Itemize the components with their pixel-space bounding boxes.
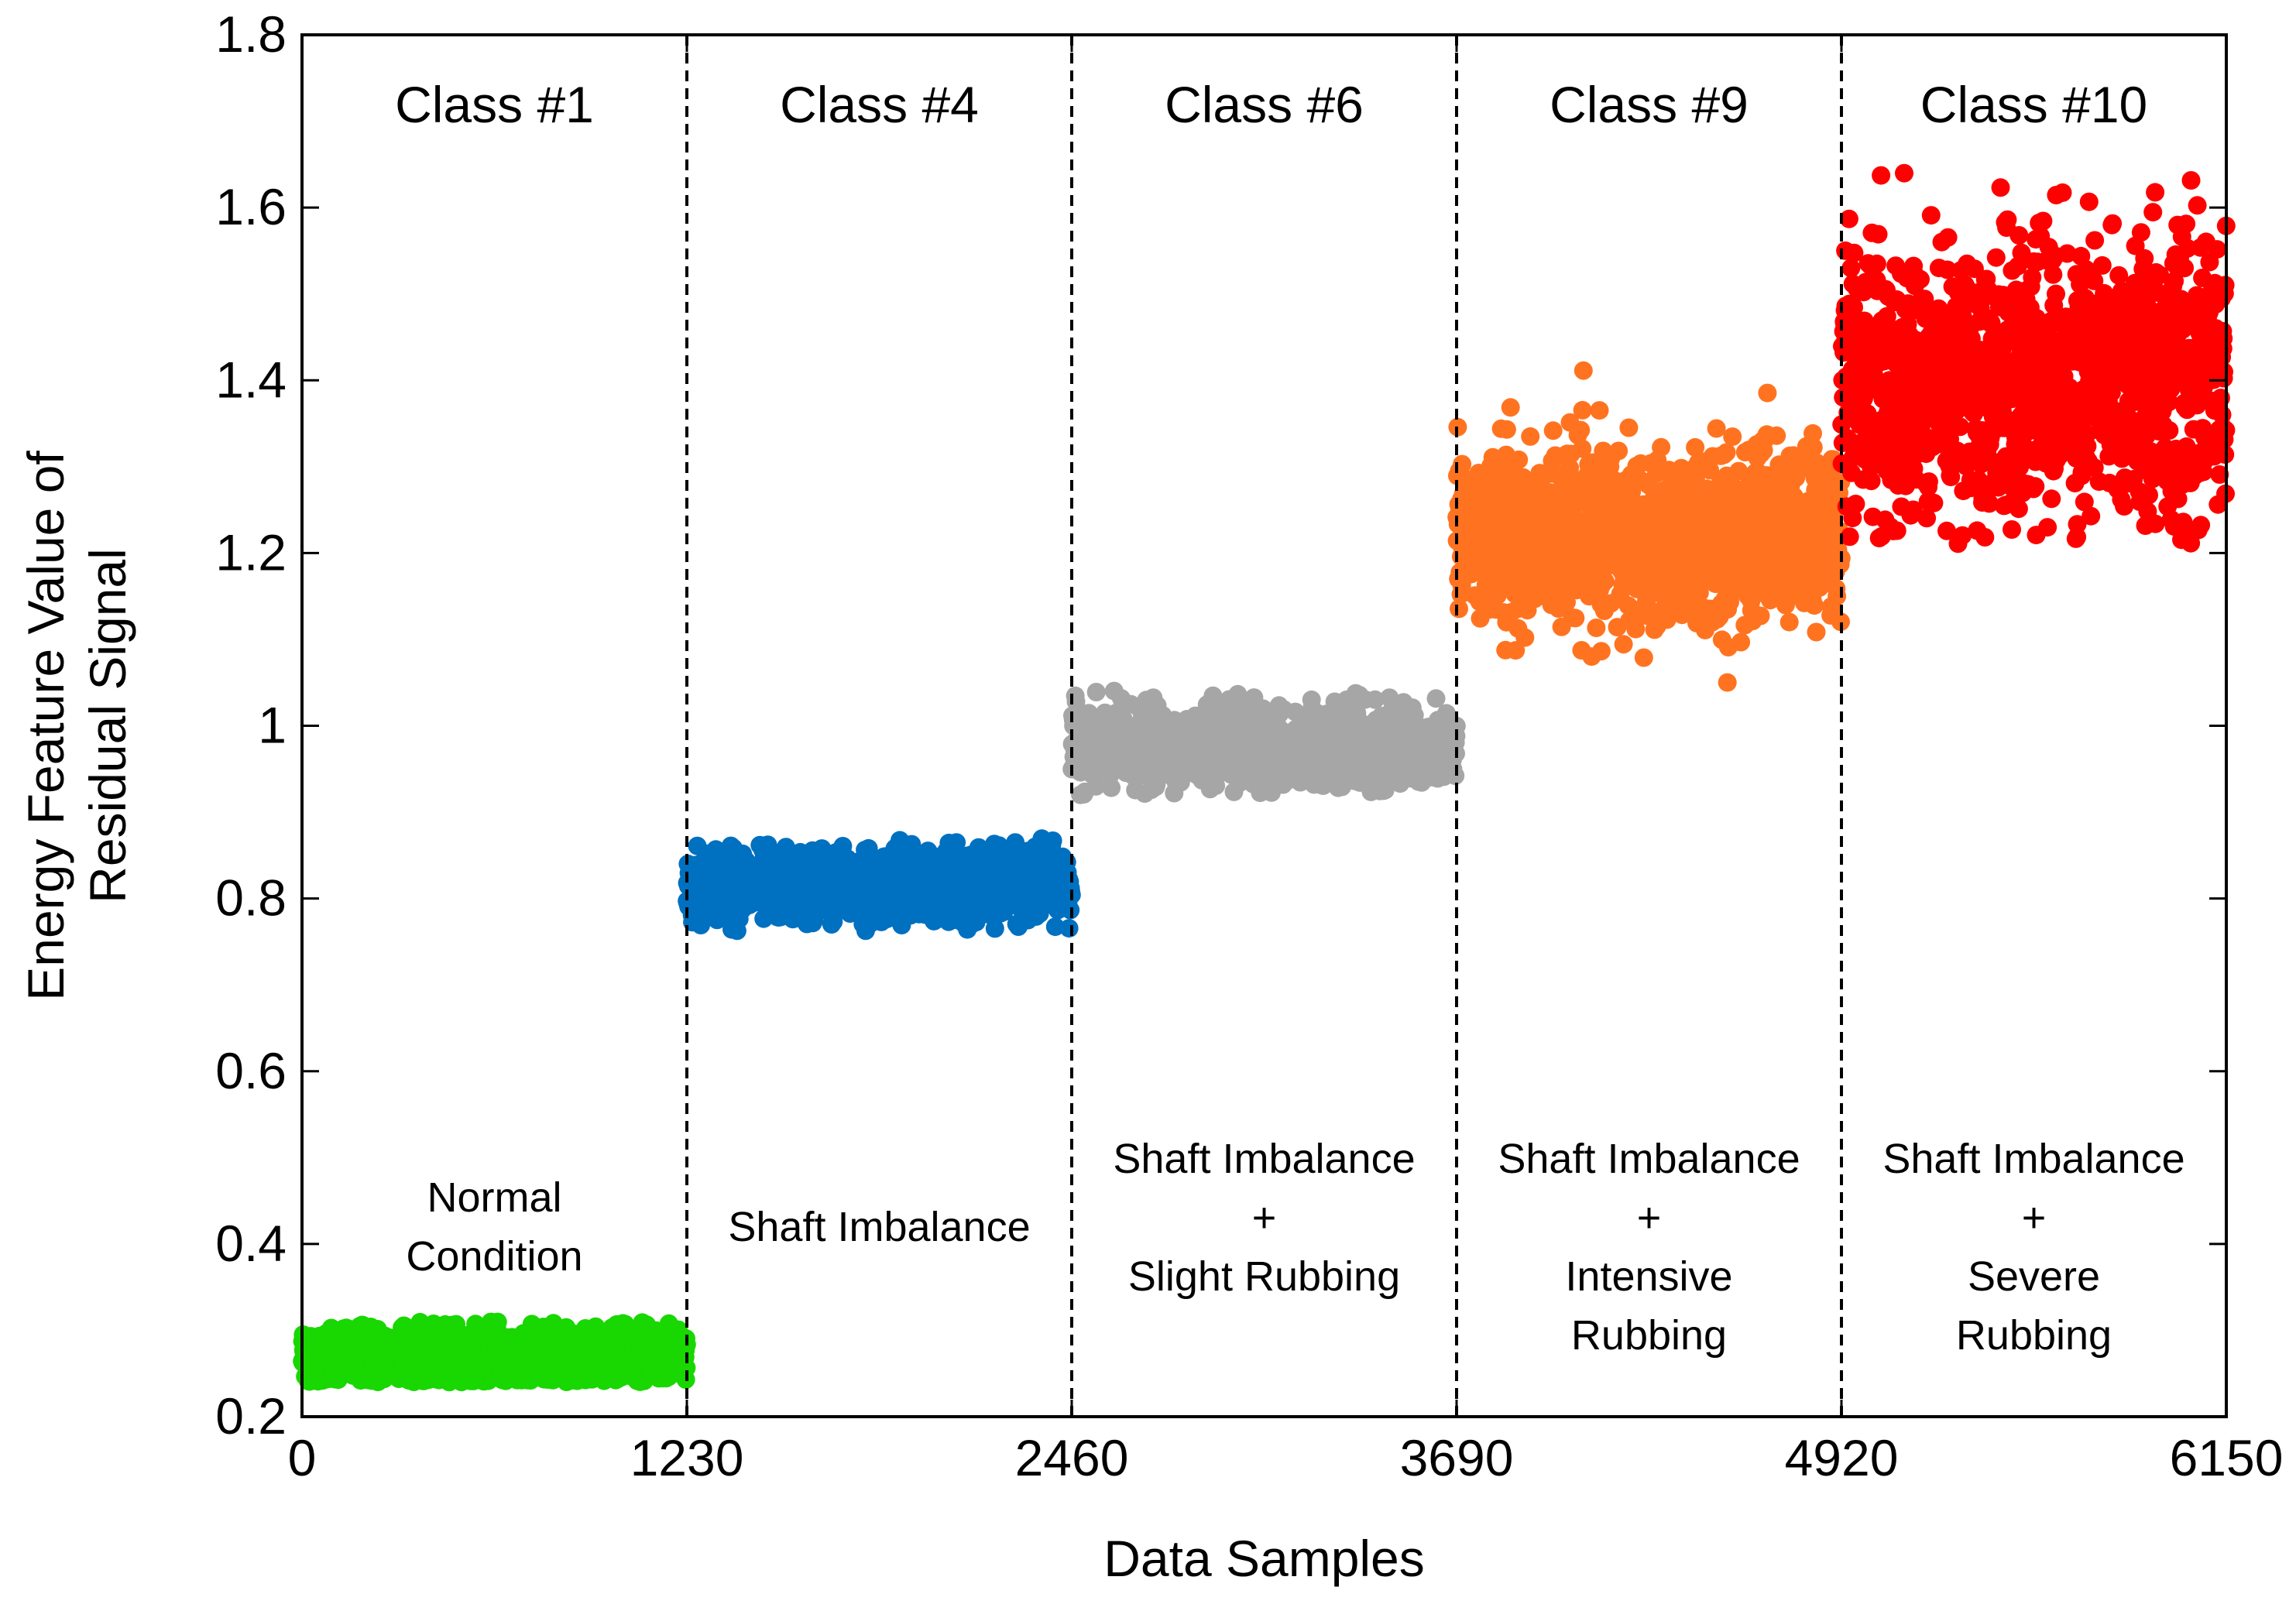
- data-point: [1807, 622, 1826, 642]
- data-point: [1846, 495, 1865, 513]
- data-point: [1574, 361, 1593, 380]
- data-point: [1828, 587, 1847, 606]
- data-point: [1515, 628, 1535, 647]
- data-point: [1521, 427, 1540, 446]
- data-point: [1652, 437, 1671, 457]
- data-point: [1758, 383, 1777, 403]
- data-point: [1609, 441, 1628, 461]
- series-1: [293, 1312, 696, 1392]
- series-3: [1062, 681, 1466, 804]
- series-2: [678, 829, 1081, 941]
- series-5: [1832, 163, 2236, 554]
- data-point: [1779, 612, 1799, 632]
- data-point: [1718, 673, 1737, 692]
- data-point: [1614, 635, 1633, 654]
- series-4: [1447, 361, 1851, 692]
- data-point: [1497, 420, 1516, 439]
- data-point: [1590, 401, 1609, 420]
- data-point: [1509, 450, 1529, 469]
- data-point: [1805, 596, 1824, 615]
- data-point: [1571, 420, 1591, 440]
- data-point: [1840, 527, 1859, 547]
- data-point: [1043, 831, 1062, 850]
- data-point: [1566, 608, 1585, 628]
- data-point: [1634, 648, 1653, 667]
- data-point: [1619, 418, 1639, 437]
- data-point: [1751, 606, 1770, 626]
- data-point: [1059, 919, 1079, 938]
- data-point: [1573, 400, 1592, 420]
- data-point: [1717, 443, 1736, 462]
- data-point: [677, 1358, 696, 1377]
- data-point: [1591, 642, 1611, 661]
- data-point: [1501, 398, 1520, 417]
- data-point: [1587, 619, 1606, 637]
- data-point: [1543, 421, 1563, 440]
- data-point: [1707, 419, 1726, 438]
- data-point: [1086, 683, 1106, 701]
- data-point: [1102, 778, 1121, 797]
- points-layer: [293, 163, 2236, 1392]
- data-point: [488, 1312, 507, 1332]
- data-point: [1767, 426, 1786, 445]
- data-point: [1731, 632, 1751, 652]
- data-point: [1804, 437, 1823, 457]
- data-point: [1723, 427, 1742, 447]
